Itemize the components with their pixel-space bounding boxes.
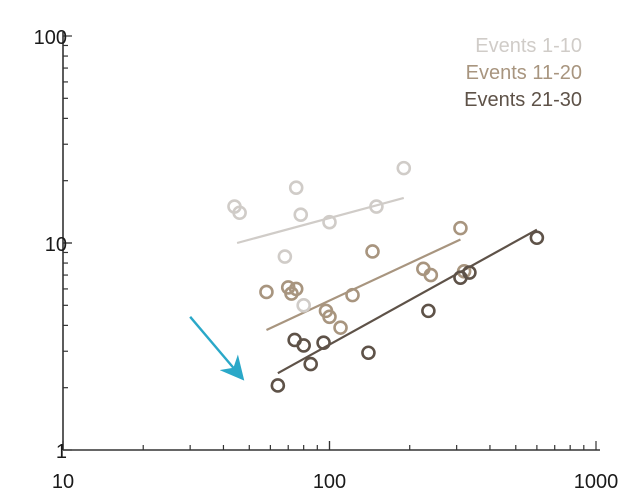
- data-point: [365, 244, 380, 259]
- data-point: [361, 345, 376, 361]
- data-point: [529, 230, 545, 246]
- data-point: [296, 338, 311, 353]
- axes: [62, 32, 600, 451]
- legend-entry: Events 21-30: [464, 89, 582, 111]
- data-point: [462, 265, 477, 280]
- y-tick-label: 1: [56, 441, 67, 463]
- trend-line: [265, 238, 461, 331]
- annotations: [189, 316, 245, 381]
- data-point: [322, 309, 337, 325]
- x-tick-label: 10: [52, 471, 74, 493]
- data-point: [270, 378, 286, 393]
- y-tick-label: 100: [34, 27, 67, 49]
- data-points: [227, 160, 545, 393]
- data-point: [453, 220, 468, 236]
- data-point: [333, 320, 348, 335]
- trend-arrow: [189, 316, 245, 381]
- data-point: [396, 160, 412, 176]
- data-point: [296, 298, 311, 313]
- legend-entry: Events 11-20: [466, 62, 582, 84]
- legend-entry: Events 1-10: [475, 35, 582, 57]
- data-point: [303, 356, 318, 372]
- data-point: [316, 335, 331, 350]
- data-point: [277, 249, 293, 264]
- data-point: [232, 205, 247, 221]
- data-point: [423, 267, 439, 283]
- data-point: [259, 284, 274, 300]
- y-tick-label: 10: [45, 234, 67, 256]
- data-point: [288, 281, 304, 297]
- data-point: [322, 214, 337, 230]
- data-point: [293, 207, 309, 222]
- tick-marks: 10 100 1000 1 10 100: [34, 27, 619, 493]
- data-point: [369, 199, 384, 214]
- data-point: [421, 303, 436, 319]
- data-point: [345, 287, 360, 303]
- trend-line: [277, 228, 538, 375]
- trend-line: [236, 196, 405, 245]
- x-tick-label: 100: [313, 471, 346, 493]
- legend: Events 1-10 Events 11-20 Events 21-30: [464, 35, 582, 111]
- data-point: [288, 180, 304, 195]
- x-tick-label: 1000: [574, 471, 619, 493]
